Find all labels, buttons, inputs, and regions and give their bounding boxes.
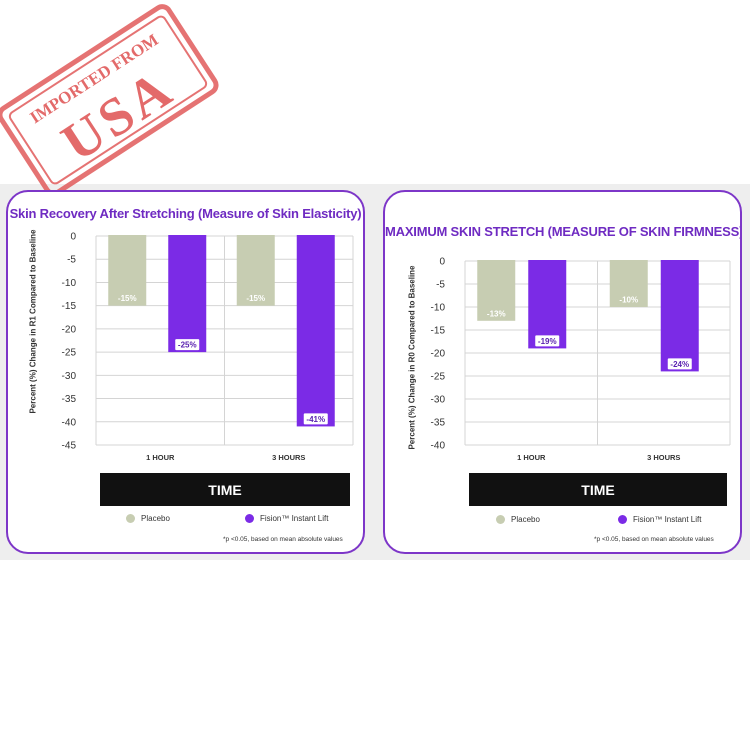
x-axis-time-label: TIME xyxy=(100,473,350,506)
bar-fision xyxy=(528,260,567,349)
data-label-bg xyxy=(667,358,692,370)
y-tick-label: -40 xyxy=(62,417,77,428)
legend-placebo: Placebo xyxy=(126,514,170,523)
y-tick-label: -15 xyxy=(62,301,77,312)
bar-chart-plot: 0 -5 -10 -15 -20 -25 -30 -35 -40 1 HOUR 3 HOURS -13… xyxy=(431,257,731,462)
fision-swatch xyxy=(245,514,254,523)
y-tick-label: -15 xyxy=(431,326,446,337)
data-label: -10% xyxy=(619,296,638,305)
y-tick-label: -20 xyxy=(62,324,77,335)
legend-fision: Fision™ Instant Lift xyxy=(245,514,328,523)
bar-fision xyxy=(660,260,699,372)
data-label-bg xyxy=(484,307,509,319)
y-tick-label: -10 xyxy=(62,278,77,289)
x-tick-label: 1 HOUR xyxy=(517,453,546,462)
y-tick-label: -30 xyxy=(62,371,77,382)
bar-fision xyxy=(296,235,335,427)
legend-label: Fision™ Instant Lift xyxy=(633,515,702,524)
chart-title: MAXIMUM SKIN STRETCH (MEASURE OF SKIN FI… xyxy=(385,224,742,239)
x-tick-label: 3 HOURS xyxy=(647,453,680,462)
data-label-bg xyxy=(616,294,641,305)
data-label: -24% xyxy=(670,360,689,369)
data-label: -25% xyxy=(178,341,197,350)
y-tick-label: -20 xyxy=(431,349,446,360)
y-tick-label: -25 xyxy=(62,348,77,359)
x-tick-label: 3 HOURS xyxy=(272,453,305,462)
legend-label: Placebo xyxy=(511,515,540,524)
data-label-bg xyxy=(303,413,328,425)
legend-label: Placebo xyxy=(141,514,170,523)
x-tick-label: 1 HOUR xyxy=(146,453,175,462)
y-tick-label: 0 xyxy=(439,257,445,268)
placebo-swatch xyxy=(496,515,505,524)
legend-placebo: Placebo xyxy=(496,515,540,524)
data-label-bg xyxy=(175,339,200,351)
legend-fision: Fision™ Instant Lift xyxy=(618,515,701,524)
legend-label: Fision™ Instant Lift xyxy=(260,514,329,523)
footnote: *p <0.05, based on mean absolute values xyxy=(594,536,714,543)
y-tick-label: -25 xyxy=(431,372,446,383)
footnote: *p <0.05, based on mean absolute values xyxy=(223,536,343,543)
data-label-bg xyxy=(115,292,140,304)
y-tick-label: -45 xyxy=(62,441,77,452)
data-label-bg xyxy=(535,335,560,347)
fision-swatch xyxy=(618,515,627,524)
y-tick-label: -35 xyxy=(62,394,77,405)
imported-from-usa-stamp: IMPORTED FROM USA xyxy=(0,4,219,196)
y-tick-label: -10 xyxy=(431,303,446,314)
bar-fision xyxy=(168,235,207,353)
chart-panel-skin-firmness: MAXIMUM SKIN STRETCH (MEASURE OF SKIN FI… xyxy=(383,190,742,554)
data-label: -15% xyxy=(118,294,137,303)
data-label: -41% xyxy=(306,415,325,424)
y-tick-label: 0 xyxy=(70,232,76,243)
data-label-bg xyxy=(243,292,268,304)
y-tick-label: -5 xyxy=(436,280,445,291)
data-label: -15% xyxy=(246,294,265,303)
y-tick-label: -35 xyxy=(431,418,446,429)
y-tick-label: -30 xyxy=(431,395,446,406)
data-label: -19% xyxy=(538,337,557,346)
data-label: -13% xyxy=(487,309,506,318)
y-tick-label: -40 xyxy=(431,441,446,452)
x-axis-time-label: TIME xyxy=(469,473,727,506)
chart-panel-skin-elasticity: Skin Recovery After Stretching (Measure … xyxy=(6,190,365,554)
y-tick-label: -5 xyxy=(67,255,76,266)
bar-chart-plot: 0 -5 -10 -15 -20 -25 -30 -35 -40 -45 1 HOUR 3 HOURS… xyxy=(62,232,354,462)
chart-title: Skin Recovery After Stretching (Measure … xyxy=(9,206,362,221)
placebo-swatch xyxy=(126,514,135,523)
